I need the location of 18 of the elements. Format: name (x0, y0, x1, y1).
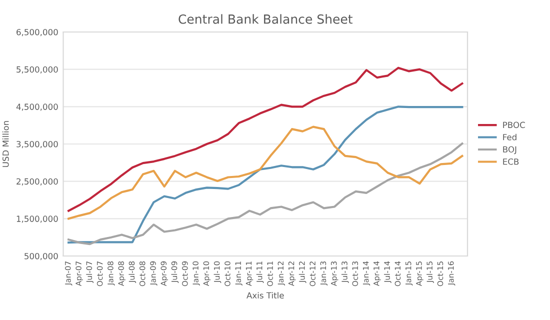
y-tick-label: 1,500,000 (16, 216, 58, 223)
legend-label: PBOC (503, 122, 525, 128)
x-axis-title: Axis Title (246, 292, 284, 299)
line-series (68, 142, 464, 246)
y-tick-label: 5,500,000 (16, 66, 58, 74)
line-series (68, 66, 464, 212)
y-tick-label: 2,500,000 (16, 178, 58, 186)
legend-label: ECB (503, 158, 519, 165)
legend-label: Fed (503, 134, 516, 140)
y-tick-label: 500,000 (24, 252, 58, 260)
y-tick-label: 3,500,000 (16, 140, 58, 148)
y-tick-label: 4,500,000 (16, 104, 58, 111)
legend-label: BOJ (503, 146, 516, 154)
line-series (68, 126, 464, 220)
line-series (68, 106, 464, 244)
y-axis-title: USD Million (2, 121, 9, 167)
chart-title: Central Bank Balance Sheet (178, 14, 352, 24)
y-tick-label: 6,500,000 (16, 28, 58, 36)
